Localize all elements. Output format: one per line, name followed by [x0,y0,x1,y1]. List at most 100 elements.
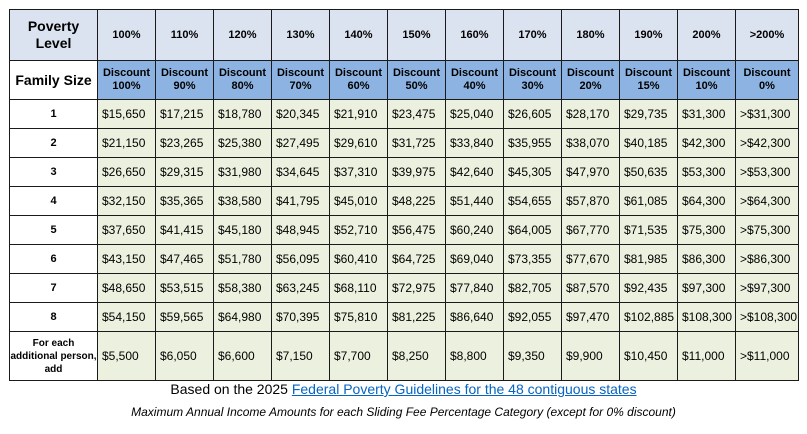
caption-subtitle: Maximum Annual Income Amounts for each S… [131,405,676,419]
income-cell: $7,700 [329,331,388,381]
table-row: 4 $32,150 $35,365 $38,580 $41,795 $45,010 $48,… [9,186,799,216]
discount-label: Discount [276,67,325,79]
income-cell: >$64,300 [735,186,799,216]
discount-cell: Discount 10% [677,60,736,100]
family-size-cell: 4 [9,186,98,216]
income-cell: $48,225 [387,186,446,216]
income-cell: $23,475 [387,99,446,129]
income-cell: $33,840 [445,128,504,158]
income-cell: $69,040 [445,244,504,274]
income-cell: $34,645 [271,157,330,187]
income-cell: $26,650 [97,157,156,187]
income-cell: $9,900 [561,331,620,381]
discount-percent: 50% [405,80,428,92]
discount-percent: 20% [579,80,602,92]
discount-percent: 100% [112,80,141,92]
discount-percent: 80% [231,80,254,92]
discount-cell: Discount 40% [445,60,504,100]
income-cell: >$31,300 [735,99,799,129]
income-cell: $64,980 [213,302,272,332]
income-cell: $67,770 [561,215,620,245]
discount-percent: 60% [347,80,370,92]
income-cell: $86,300 [677,244,736,274]
poverty-level-cell: 150% [387,9,446,61]
income-cell: $63,245 [271,273,330,303]
federal-poverty-guidelines-link[interactable]: Federal Poverty Guidelines for the 48 co… [291,381,637,397]
income-cell: $6,600 [213,331,272,381]
income-cell: $17,215 [155,99,214,129]
discount-cell: Discount 60% [329,60,388,100]
income-cell: $48,945 [271,215,330,245]
family-size-cell: 2 [9,128,98,158]
discount-cell: Discount 15% [619,60,678,100]
discount-percent: 30% [521,80,544,92]
income-cell: $60,240 [445,215,504,245]
income-cell: $64,300 [677,186,736,216]
income-cell: $38,580 [213,186,272,216]
discount-percent: 10% [695,80,718,92]
discount-label: Discount [508,67,557,79]
discount-cell: Discount 90% [155,60,214,100]
discount-cell: Discount 80% [213,60,272,100]
income-cell: $32,150 [97,186,156,216]
family-size-cell: 3 [9,157,98,187]
income-cell: $53,515 [155,273,214,303]
discount-header-row: Family Size Discount 100% Discount 90% Disco… [9,60,799,100]
income-cell: $7,150 [271,331,330,381]
income-cell: $68,110 [329,273,388,303]
family-size-cell: For each additional person, add [9,331,98,381]
income-cell: $97,300 [677,273,736,303]
income-cell: $27,495 [271,128,330,158]
income-cell: $47,465 [155,244,214,274]
income-cell: $97,470 [561,302,620,332]
discount-percent: 15% [637,80,660,92]
income-cell: >$86,300 [735,244,799,274]
income-cell: $41,795 [271,186,330,216]
income-cell: $35,955 [503,128,562,158]
income-cell: $57,870 [561,186,620,216]
poverty-level-cell: 110% [155,9,214,61]
poverty-level-cell: 160% [445,9,504,61]
income-cell: $25,040 [445,99,504,129]
discount-label: Discount [566,67,615,79]
income-cell: $108,300 [677,302,736,332]
income-cell: $45,305 [503,157,562,187]
poverty-level-header-row: Poverty Level 100% 110% 120% 130% 140% 150% 16… [9,9,799,61]
income-cell: $64,005 [503,215,562,245]
income-cell: $26,605 [503,99,562,129]
table-row: For each additional person, add $5,500 $6,… [9,331,799,381]
income-cell: $77,840 [445,273,504,303]
income-cell: $18,780 [213,99,272,129]
discount-label: Discount [743,67,791,79]
income-cell: $20,345 [271,99,330,129]
discount-label: Discount [160,67,209,79]
table-row: 8 $54,150 $59,565 $64,980 $70,395 $75,810 $81,… [9,302,799,332]
discount-cell: Discount 70% [271,60,330,100]
income-cell: >$42,300 [735,128,799,158]
income-cell: $15,650 [97,99,156,129]
income-cell: $6,050 [155,331,214,381]
income-cell: $42,300 [677,128,736,158]
discount-percent: 70% [289,80,312,92]
poverty-level-cell: 180% [561,9,620,61]
income-cell: $25,380 [213,128,272,158]
income-cell: $54,655 [503,186,562,216]
poverty-level-cell: 140% [329,9,388,61]
income-cell: $75,300 [677,215,736,245]
discount-percent: 90% [173,80,196,92]
family-size-cell: 7 [9,273,98,303]
income-cell: $102,885 [619,302,678,332]
income-cell: >$97,300 [735,273,799,303]
family-size-cell: 5 [9,215,98,245]
discount-cell: Discount 50% [387,60,446,100]
caption-line: Based on the 2025 Federal Poverty Guidel… [0,381,807,397]
income-cell: $29,610 [329,128,388,158]
income-cell: $51,780 [213,244,272,274]
poverty-level-cell: 170% [503,9,562,61]
income-cell: $47,970 [561,157,620,187]
income-cell: $37,650 [97,215,156,245]
income-cell: $48,650 [97,273,156,303]
poverty-level-cell: 200% [677,9,736,61]
income-cell: $8,800 [445,331,504,381]
